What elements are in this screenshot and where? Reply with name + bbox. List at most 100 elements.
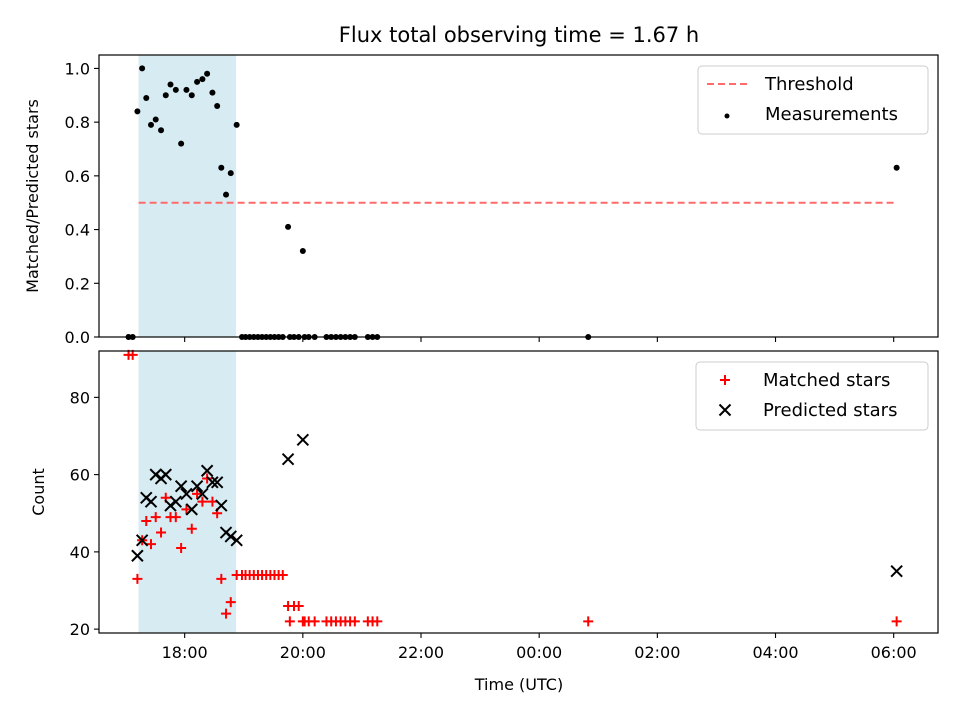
axes-frame: [98, 350, 939, 634]
data-point: [210, 476, 224, 489]
x-tick-label: 22:00: [398, 643, 444, 662]
data-point: [167, 81, 174, 88]
data-point: [215, 499, 228, 512]
data-point: [180, 487, 193, 501]
bottom-panel: 20 40 60 80 18:00 20:00 22:00 00:00 02:00 04:00 06…: [70, 349, 939, 662]
x-tick-label: 18:00: [162, 643, 208, 662]
data-point: [188, 92, 195, 99]
data-point: [147, 121, 154, 128]
data-point: [186, 523, 197, 534]
y-tick-label: 1.0: [65, 59, 90, 78]
top-panel-ylabel: Matched/Predicted stars: [23, 99, 42, 293]
data-point: [216, 573, 227, 584]
data-point: [150, 512, 161, 523]
legend: Threshold Measurements: [697, 65, 929, 135]
data-point: [178, 140, 185, 147]
data-point: [372, 616, 383, 627]
data-point: [309, 616, 320, 627]
data-point: [190, 479, 204, 493]
data-point: [277, 570, 288, 581]
y-tick-label: 0.0: [65, 328, 90, 347]
data-point: [149, 468, 162, 481]
data-point: [192, 488, 203, 499]
data-point: [206, 476, 219, 489]
data-point: [162, 92, 169, 99]
legend-label: Predicted stars: [763, 400, 897, 421]
legend-dot-icon: [724, 113, 730, 119]
y-tick-label: 0.6: [65, 167, 90, 186]
data-point: [172, 86, 179, 93]
observing-span: [138, 55, 237, 337]
x-tick-label: 02:00: [634, 643, 680, 662]
data-point: [181, 504, 192, 515]
data-point: [583, 616, 594, 627]
data-point: [223, 191, 230, 198]
legend-label: Measurements: [765, 104, 898, 125]
data-point: [143, 94, 150, 101]
data-point: [135, 534, 149, 547]
data-point: [159, 468, 172, 481]
data-point: [349, 616, 360, 627]
x-tick-label: 20:00: [280, 643, 326, 662]
legend: Matched stars Predicted stars: [695, 361, 929, 431]
data-point: [281, 452, 295, 466]
top-panel: 0.0 0.2 0.4 0.6 0.8 1.0 Threshold Measurements: [65, 54, 939, 347]
data-point: [196, 487, 209, 501]
x-tick-label: 04:00: [752, 643, 798, 662]
data-point: [139, 65, 146, 72]
data-point: [158, 127, 165, 134]
legend-plus-icon: [720, 375, 730, 385]
y-tick-label: 40: [70, 543, 90, 562]
data-point: [214, 103, 221, 110]
data-point: [227, 170, 234, 177]
data-point: [230, 534, 243, 547]
data-point: [183, 86, 190, 93]
axes-frame: [98, 54, 939, 338]
data-point: [134, 108, 141, 115]
data-point: [224, 530, 237, 543]
data-point: [170, 512, 181, 523]
figure-title: Flux total observing time = 1.67 h: [339, 23, 699, 47]
data-point: [293, 600, 304, 611]
data-point: [233, 121, 240, 128]
data-point: [194, 78, 201, 85]
data-point: [174, 479, 188, 493]
data-point: [169, 495, 183, 508]
data-point: [891, 616, 902, 627]
data-point: [156, 527, 167, 538]
data-point: [141, 515, 152, 526]
data-point: [225, 597, 236, 608]
data-point: [199, 76, 206, 83]
data-point: [207, 496, 218, 507]
legend-box: [695, 361, 929, 431]
legend-label: Threshold: [764, 74, 854, 95]
data-point: [202, 473, 213, 484]
x-tick-label: 00:00: [516, 643, 562, 662]
y-tick-label: 0.4: [65, 221, 90, 240]
data-point: [218, 164, 225, 171]
bottom-panel-ylabel: Count: [29, 468, 48, 516]
data-point: [200, 464, 214, 477]
legend-box: [697, 65, 929, 135]
data-point: [890, 564, 903, 578]
legend-label: Matched stars: [763, 370, 890, 391]
y-tick-label: 0.8: [65, 113, 90, 132]
data-point: [221, 608, 232, 619]
data-point: [131, 549, 144, 562]
data-point: [285, 223, 292, 230]
data-point: [185, 503, 198, 516]
data-point: [204, 70, 211, 77]
data-point: [144, 495, 158, 508]
data-point: [296, 433, 310, 447]
x-axis-label: Time (UTC): [474, 675, 563, 694]
data-point: [164, 499, 177, 512]
y-tick-label: 80: [70, 388, 90, 407]
legend-x-icon: [718, 403, 732, 417]
y-tick-label: 0.2: [65, 274, 90, 293]
y-tick-label: 60: [70, 466, 90, 485]
data-point: [197, 496, 208, 507]
data-point: [893, 164, 900, 171]
data-point: [176, 543, 187, 554]
x-tick-label: 06:00: [871, 643, 917, 662]
